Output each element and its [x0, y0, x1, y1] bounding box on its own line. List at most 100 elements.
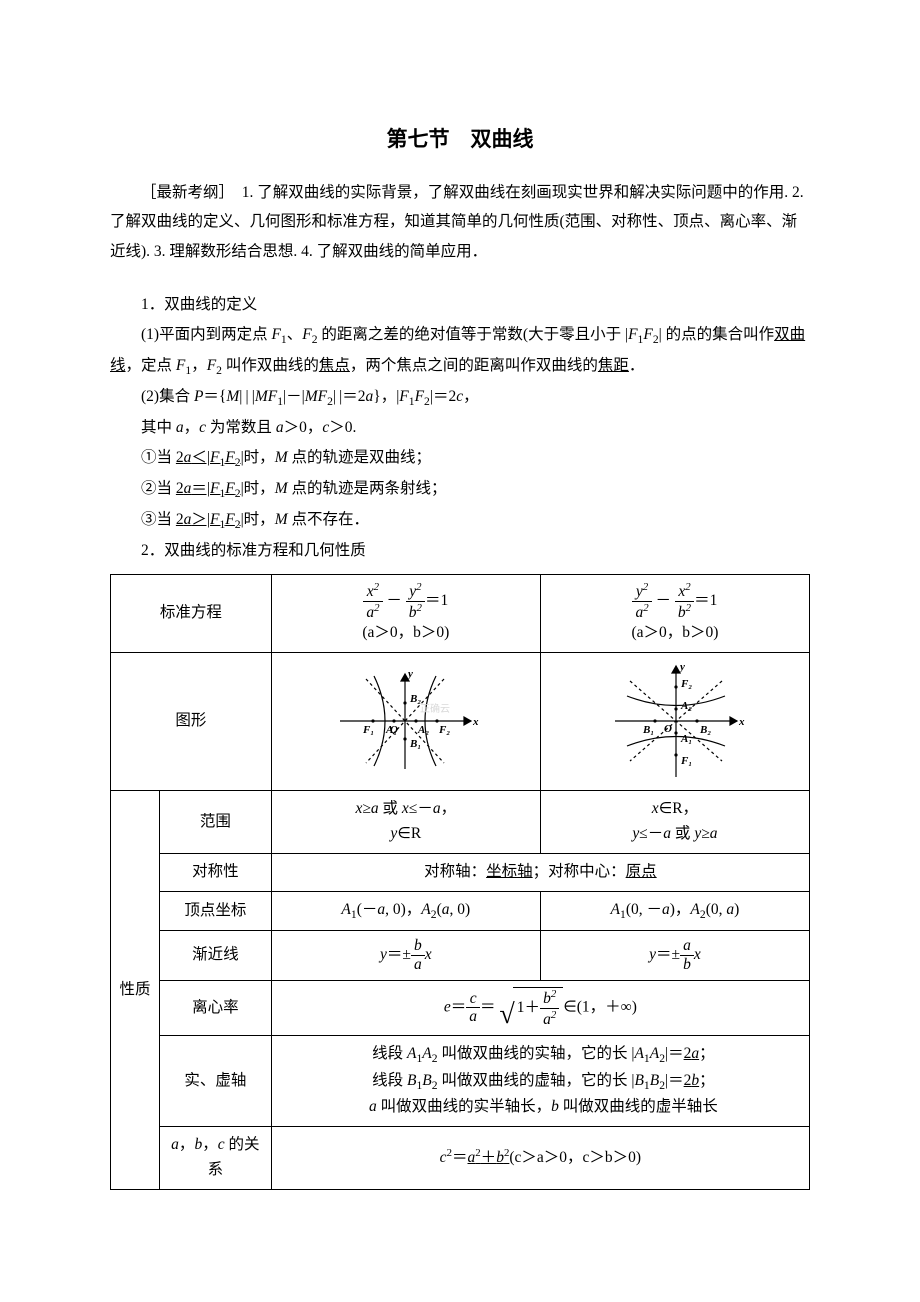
text: (1)平面内到两定点: [141, 326, 271, 343]
range-2: x∈R， y≤－a 或 y≥a: [540, 791, 809, 854]
def-1: (1)平面内到两定点 F1、F2 的距离之差的绝对值等于常数(大于零且小于 |F…: [110, 320, 810, 382]
text: ，定点: [126, 357, 176, 374]
row-label-properties: 性质: [111, 791, 160, 1189]
text: 叫作双曲线的: [222, 357, 319, 374]
underline-2b: 2b: [684, 1072, 700, 1089]
cond-2: ②当 2a＝|F1F2|时，M 点的轨迹是两条射线；: [110, 474, 810, 505]
svg-text:F₂: F₂: [680, 678, 692, 690]
text: 线段: [372, 1072, 407, 1089]
asymptote-1: y＝±bax: [271, 931, 540, 981]
svg-text:B₂: B₂: [699, 724, 711, 736]
text: ②当: [141, 480, 176, 497]
def-2: (2)集合 P＝{M| | |MF1|－|MF2| |＝2a}，|F1F2|＝2…: [110, 382, 810, 413]
row-label-symmetry: 对称性: [159, 853, 271, 891]
hyperbola-vertical-icon: y x O F₂ A₂ A₁ F₁ B₁ B₂: [597, 659, 752, 784]
row-label-std-eq: 标准方程: [111, 574, 272, 653]
svg-text:A₂: A₂: [417, 724, 429, 736]
svg-text:A₁: A₁: [680, 733, 692, 745]
cond-3: ③当 2a＞|F1F2|时，M 点不存在．: [110, 505, 810, 536]
svg-text:A₂: A₂: [680, 700, 692, 712]
figure-2: y x O F₂ A₂ A₁ F₁ B₁ B₂: [540, 653, 809, 791]
properties-table: 标准方程 x2a2 － y2b2＝1 (a＞0，b＞0) y2a2 － x2b2…: [110, 574, 810, 1190]
cond: (a＞0，b＞0): [362, 624, 449, 641]
std-eq-1: x2a2 － y2b2＝1 (a＞0，b＞0): [271, 574, 540, 653]
vertex-2: A1(0, －a)，A2(0, a): [540, 891, 809, 931]
text: ①当: [141, 449, 176, 466]
hyperbola-horizontal-icon: y x O B₂ B₁ A₁ A₂ F₁ F₂ 正确云: [328, 664, 483, 779]
svg-text:x: x: [738, 716, 745, 728]
text: ，两个焦点之间的距离叫作双曲线的: [350, 357, 598, 374]
text: 叫做双曲线的实轴，它的长: [438, 1045, 632, 1062]
underline-axis: 坐标轴: [486, 863, 533, 880]
abc-relation: c2＝a2＋b2(c＞a＞0，c＞b＞0): [271, 1127, 809, 1190]
asymptote-2: y＝±abx: [540, 931, 809, 981]
text: ③当: [141, 511, 176, 528]
page-title: 第七节 双曲线: [110, 120, 810, 160]
table-row: 图形 y: [111, 653, 810, 791]
svg-text:F₁: F₁: [362, 724, 374, 736]
row-label-range: 范围: [159, 791, 271, 854]
table-row: 实、虚轴 线段 A1A2 叫做双曲线的实轴，它的长 |A1A2|＝2a； 线段 …: [111, 1035, 810, 1126]
axis-x-label: x: [472, 716, 479, 728]
table-row: 对称性 对称轴：坐标轴；对称中心：原点: [111, 853, 810, 891]
table-row: 离心率 e＝ca＝ √1＋b2a2∈(1，＋∞): [111, 980, 810, 1035]
text: 对称轴：: [424, 863, 486, 880]
text: 点的轨迹是两条射线；: [288, 480, 447, 497]
text: 线段: [372, 1045, 407, 1062]
text: 时，: [244, 449, 275, 466]
text: 时，: [244, 511, 275, 528]
eccentricity: e＝ca＝ √1＋b2a2∈(1，＋∞): [271, 980, 809, 1035]
symmetry: 对称轴：坐标轴；对称中心：原点: [271, 853, 809, 891]
table-row: a，b，c 的关系 c2＝a2＋b2(c＞a＞0，c＞b＞0): [111, 1127, 810, 1190]
table-row: 渐近线 y＝±bax y＝±abx: [111, 931, 810, 981]
sec2-heading: 2．双曲线的标准方程和几何性质: [110, 536, 810, 565]
text: 的点的集合叫作: [662, 326, 774, 343]
underline-cond1: 2a＜|F1F2|: [176, 449, 244, 466]
table-row: 性质 范围 x≥a 或 x≤－a， y∈R x∈R， y≤－a 或 y≥a: [111, 791, 810, 854]
row-label-asymptote: 渐近线: [159, 931, 271, 981]
text: ．: [629, 357, 645, 374]
underline-2a: 2a: [684, 1045, 700, 1062]
underline-focal-distance: 焦距: [598, 357, 629, 374]
rel-cond: (c＞a＞0，c＞b＞0): [509, 1149, 641, 1166]
axes-desc: 线段 A1A2 叫做双曲线的实轴，它的长 |A1A2|＝2a； 线段 B1B2 …: [271, 1035, 809, 1126]
text: 点的轨迹是双曲线；: [288, 449, 431, 466]
cond-1: ①当 2a＜|F1F2|时，M 点的轨迹是双曲线；: [110, 443, 810, 474]
underline-a2b2: a2＋b2: [468, 1149, 510, 1166]
underline-center: 原点: [626, 863, 657, 880]
table-row: 标准方程 x2a2 － y2b2＝1 (a＞0，b＞0) y2a2 － x2b2…: [111, 574, 810, 653]
ecc-range: ∈(1，＋∞): [563, 999, 637, 1016]
underline-focus: 焦点: [319, 357, 350, 374]
figure-1: y x O B₂ B₁ A₁ A₂ F₁ F₂ 正确云: [271, 653, 540, 791]
range-1: x≥a 或 x≤－a， y∈R: [271, 791, 540, 854]
svg-text:A₁: A₁: [385, 724, 397, 736]
table-row: 顶点坐标 A1(－a, 0)，A2(a, 0) A1(0, －a)，A2(0, …: [111, 891, 810, 931]
cond: (a＞0，b＞0): [631, 624, 718, 641]
syllabus: ［最新考纲］ 1. 了解双曲线的实际背景，了解双曲线在刻画现实世界和解决实际问题…: [110, 178, 810, 266]
text: 的距离之差的绝对值等于常数(大于零且小于: [318, 326, 625, 343]
text: (2)集合: [141, 388, 194, 405]
f1f2: F: [271, 326, 280, 343]
text: 叫做双曲线的虚轴，它的长: [438, 1072, 632, 1089]
sec1-heading: 1．双曲线的定义: [110, 290, 810, 319]
text: 点不存在．: [288, 511, 369, 528]
row-label-vertex: 顶点坐标: [159, 891, 271, 931]
text: ；对称中心：: [533, 863, 626, 880]
row-label-figure: 图形: [111, 653, 272, 791]
svg-text:B₁: B₁: [409, 738, 421, 750]
text: 其中: [141, 419, 176, 436]
syllabus-label: ［最新考纲］: [141, 184, 226, 201]
row-label-axes: 实、虚轴: [159, 1035, 271, 1126]
svg-text:y: y: [678, 661, 685, 673]
watermark: 正确云: [420, 702, 450, 715]
vertex-1: A1(－a, 0)，A2(a, 0): [271, 891, 540, 931]
row-label-abc: a，b，c 的关系: [159, 1127, 271, 1190]
text: 为常数且: [206, 419, 276, 436]
underline-cond3: 2a＞|F1F2|: [176, 511, 244, 528]
text: 时，: [244, 480, 275, 497]
std-eq-2: y2a2 － x2b2＝1 (a＞0，b＞0): [540, 574, 809, 653]
def-2-where: 其中 a，c 为常数且 a＞0，c＞0.: [110, 413, 810, 442]
svg-text:B₁: B₁: [642, 724, 654, 736]
svg-text:O: O: [664, 723, 672, 735]
svg-text:F₁: F₁: [680, 755, 692, 767]
